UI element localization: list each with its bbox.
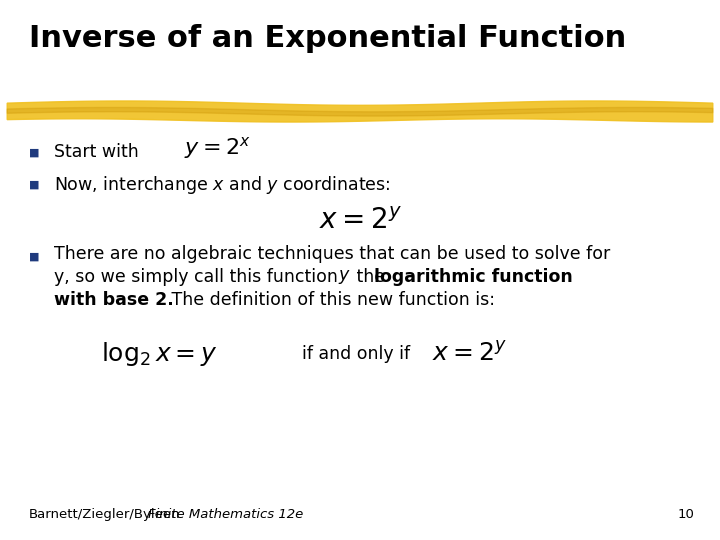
Text: Now, interchange $x$ and $y$ coordinates:: Now, interchange $x$ and $y$ coordinates… [54,174,390,195]
Text: ■: ■ [29,252,40,261]
Text: y, so we simply call this function: y, so we simply call this function [54,268,343,286]
Text: Finite Mathematics 12e: Finite Mathematics 12e [148,508,303,521]
Text: Inverse of an Exponential Function: Inverse of an Exponential Function [29,24,626,53]
Text: $\log_2 x = y$: $\log_2 x = y$ [101,340,217,368]
Text: ■: ■ [29,180,40,190]
Text: $y = 2^x$: $y = 2^x$ [184,135,251,161]
Text: There are no algebraic techniques that can be used to solve for: There are no algebraic techniques that c… [54,245,611,263]
Text: 10: 10 [678,508,695,521]
Text: $y$: $y$ [338,268,351,286]
Text: ■: ■ [29,147,40,157]
Text: Barnett/Ziegler/Byleen: Barnett/Ziegler/Byleen [29,508,181,521]
Text: Start with: Start with [54,143,139,161]
Text: logarithmic function: logarithmic function [374,268,572,286]
Polygon shape [7,101,713,122]
Text: $x = 2^y$: $x = 2^y$ [318,207,402,235]
Text: the: the [351,268,390,286]
Text: if and only if: if and only if [302,345,410,363]
Text: $x = 2^y$: $x = 2^y$ [432,342,507,366]
Text: The definition of this new function is:: The definition of this new function is: [166,291,495,309]
Text: with base 2.: with base 2. [54,291,174,309]
Polygon shape [7,107,713,116]
